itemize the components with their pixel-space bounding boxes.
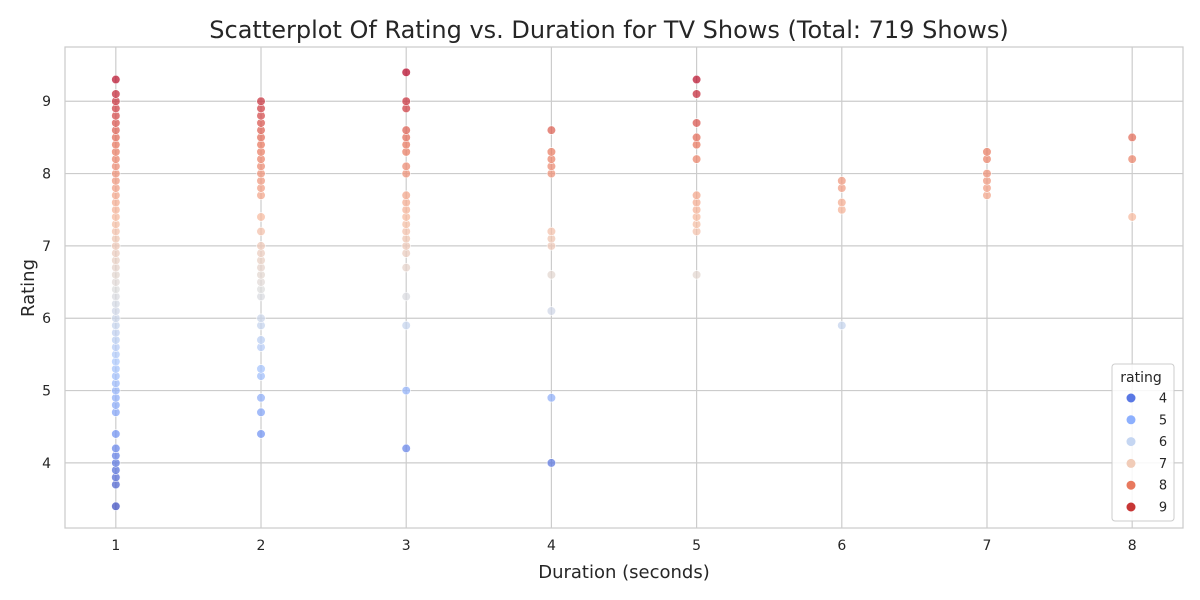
scatter-point [982,147,992,157]
scatter-point [691,132,702,143]
x-tick-labels: 1 2 3 4 5 6 7 8 [111,538,1136,554]
scatter-point [546,226,557,237]
scatter-point [256,393,266,403]
legend-marker [1126,437,1136,447]
scatter-point [401,320,411,331]
y-tick-label: 4 [42,456,51,472]
x-axis-label: Duration (seconds) [538,562,710,583]
scatter-point [401,263,411,273]
scatter-point [111,429,121,439]
y-tick-label: 6 [42,311,51,327]
scatter-point [546,147,557,157]
scatter-point [837,320,847,331]
scatter-point [256,96,266,106]
grid-layer [65,47,1183,528]
scatter-point [691,270,702,280]
legend-label: 9 [1159,501,1167,516]
y-tick-label: 7 [42,239,51,255]
scatter-point [1127,212,1137,222]
scatter-point [691,74,702,85]
scatter-point [982,168,992,179]
legend-marker [1126,502,1136,512]
legend-marker [1126,480,1136,490]
scatter-point [401,291,411,302]
scatter-point [401,443,411,454]
scatter-point [256,335,266,345]
x-tick-label: 5 [692,538,701,554]
scatter-point [691,118,702,128]
legend: rating 4 5 6 7 8 9 [1111,363,1175,522]
scatter-point [546,270,557,280]
scatter-point [256,407,266,417]
scatter-point [691,89,702,99]
y-axis-label: Rating [18,259,39,317]
scatter-point [401,385,411,396]
x-tick-label: 4 [547,538,556,554]
scatter-point [256,226,266,237]
scatter-point [256,364,266,374]
scatter-point [256,241,266,251]
points-layer [111,67,1137,511]
x-tick-label: 6 [837,538,846,554]
legend-entries: 4 5 6 7 8 9 [1126,392,1167,516]
scatter-point [401,190,411,200]
scatter-point [111,501,121,511]
legend-marker [1126,393,1136,403]
scatter-point [1127,132,1137,143]
chart-title: Scatterplot Of Rating vs. Duration for T… [209,16,1008,44]
x-tick-label: 7 [983,538,992,554]
y-tick-labels: 4 5 6 7 8 9 [42,94,51,472]
scatter-point [691,154,702,164]
x-tick-label: 2 [257,538,266,554]
scatter-point [111,74,121,85]
scatter-point [546,306,557,316]
plot-frame [64,46,1184,529]
scatter-point [111,89,121,99]
legend-label: 4 [1159,392,1167,407]
scatter-point [837,197,847,208]
legend-box [1111,363,1175,522]
legend-marker [1126,415,1136,425]
scatter-point [256,313,266,323]
y-tick-label: 9 [42,94,51,110]
scatter-point [111,443,121,454]
legend-label: 6 [1159,435,1167,450]
scatter-point [837,176,847,186]
legend-title: rating [1120,370,1161,386]
scatter-point [401,125,411,135]
y-tick-label: 8 [42,167,51,183]
scatter-point [1127,154,1137,164]
scatter-point [401,96,411,106]
scatter-point [256,212,266,222]
legend-label: 5 [1159,413,1167,428]
legend-label: 8 [1159,479,1167,494]
y-tick-label: 5 [42,384,51,400]
scatter-point [546,125,557,135]
legend-marker [1126,458,1136,468]
scatter-point [546,393,557,403]
scatter-point [691,190,702,200]
scatter-point [256,429,266,439]
x-tick-label: 1 [111,538,120,554]
legend-label: 7 [1159,457,1167,472]
x-tick-label: 3 [402,538,411,554]
scatter-point [401,67,411,77]
scatter-point [401,161,411,171]
x-tick-label: 8 [1128,538,1137,554]
scatter-point [546,458,557,468]
